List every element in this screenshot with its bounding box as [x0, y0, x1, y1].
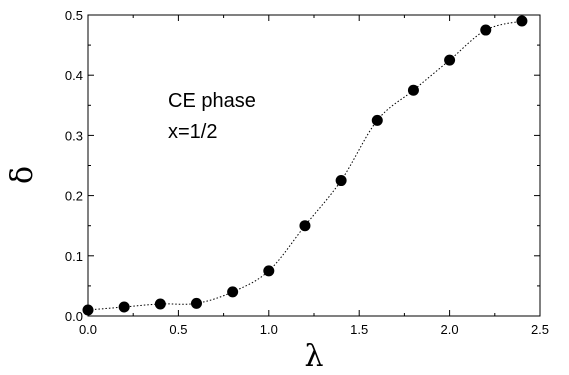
data-point	[444, 54, 456, 66]
y-tick-label: 0.5	[65, 8, 83, 23]
data-point	[82, 304, 94, 316]
plot-frame	[87, 14, 541, 317]
data-point	[299, 220, 311, 232]
y-tick-label: 0.3	[65, 128, 83, 143]
data-point	[516, 15, 528, 27]
annotation-doping: x=1/2	[168, 121, 217, 143]
y-tick-label: 0.2	[65, 189, 83, 204]
x-tick-label: 1.0	[260, 322, 278, 337]
y-tick-label: 0.1	[65, 249, 83, 264]
x-tick-label: 2.5	[531, 322, 549, 337]
x-tick-label: 0.0	[79, 322, 97, 337]
data-point	[480, 24, 492, 36]
data-point	[190, 297, 202, 309]
data-points	[82, 15, 528, 316]
data-point	[154, 298, 166, 310]
axis-ticks	[87, 14, 541, 317]
annotation-phase: CE phase	[168, 90, 256, 112]
y-tick-label: 0.4	[65, 68, 83, 83]
y-tick-label: 0.0	[65, 309, 83, 324]
series-line	[87, 20, 523, 311]
data-point	[407, 84, 419, 96]
data-point	[227, 286, 239, 298]
x-axis-label: λ	[304, 339, 323, 374]
data-point	[118, 301, 130, 313]
data-point	[263, 265, 275, 277]
x-tick-label: 2.0	[441, 322, 459, 337]
y-axis-label: δ	[5, 166, 40, 184]
tick-labels: 0.0 0.5 1.0 1.5 2.0 2.5 0.0 0.1 0.2 0.3 0.4 0.5	[65, 8, 549, 337]
x-tick-label: 0.5	[169, 322, 187, 337]
data-point	[335, 175, 347, 187]
x-tick-label: 1.5	[350, 322, 368, 337]
data-point	[371, 114, 383, 126]
